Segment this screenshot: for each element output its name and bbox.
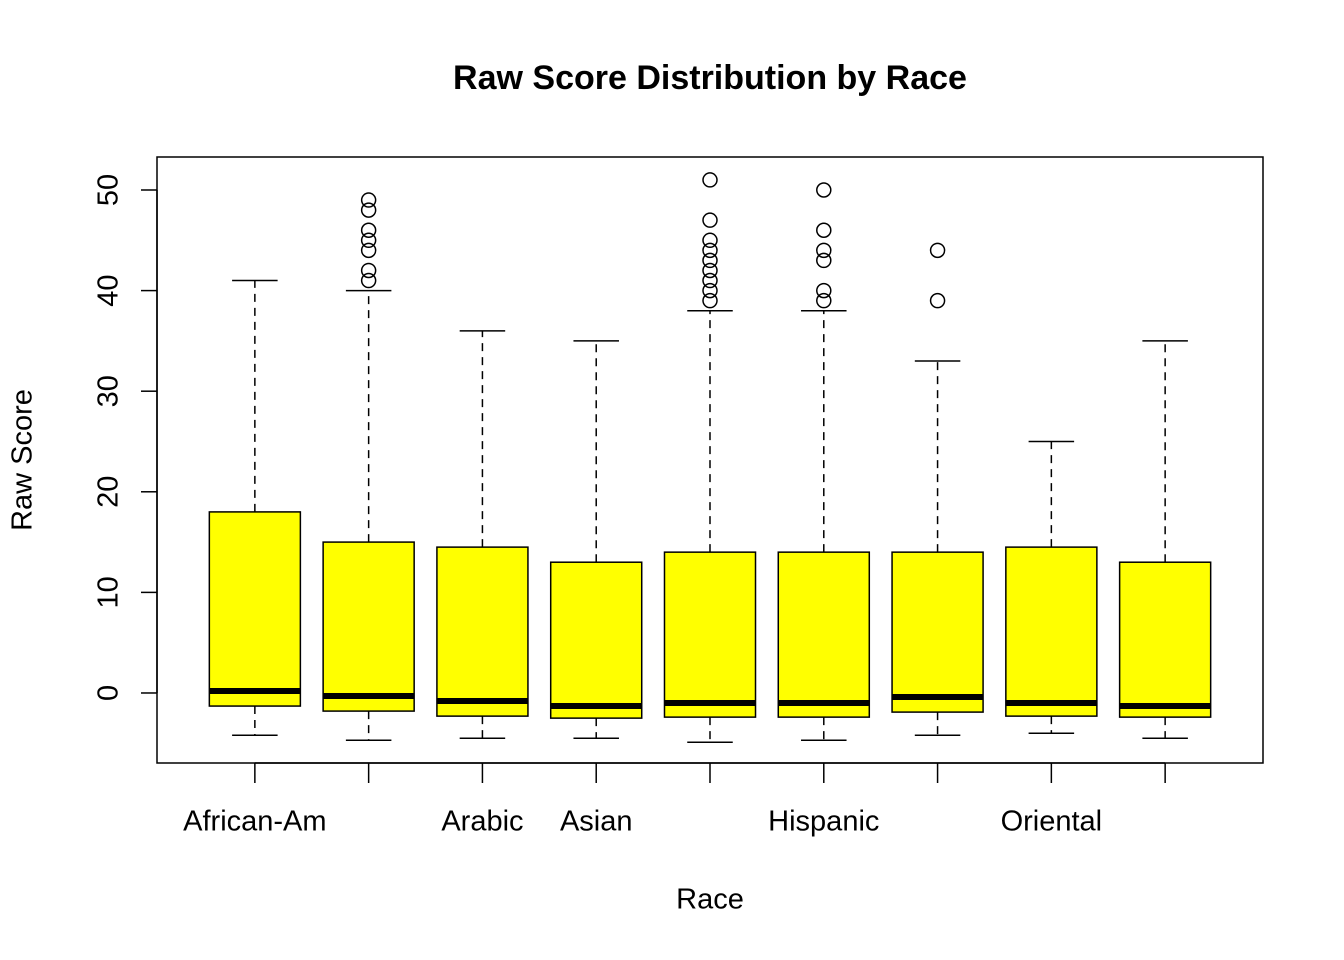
y-tick-label: 50 [93, 174, 125, 206]
box [208, 511, 302, 707]
outlier [816, 182, 832, 198]
outlier [816, 222, 832, 238]
box [549, 561, 643, 719]
outlier [816, 242, 832, 259]
outlier [702, 242, 718, 259]
box [1118, 561, 1212, 718]
outlier [929, 292, 946, 309]
x-axis-label: Race [676, 884, 744, 916]
outlier [360, 222, 377, 238]
x-tick-label: Hispanic [768, 806, 879, 838]
box [322, 541, 415, 712]
box [436, 546, 529, 717]
outlier [360, 202, 377, 218]
outlier [702, 272, 718, 289]
y-tick-label: 20 [93, 476, 125, 508]
outlier [816, 282, 832, 299]
outlier [702, 232, 718, 249]
outlier [702, 262, 718, 279]
y-tick-label: 0 [93, 685, 125, 701]
y-tick-label: 10 [93, 576, 125, 608]
x-tick-label: Asian [560, 806, 633, 838]
outlier [702, 292, 718, 309]
y-tick-label: 40 [93, 274, 125, 306]
y-axis-label: Raw Score [7, 389, 39, 531]
x-tick-label: Arabic [441, 806, 523, 838]
box [777, 551, 871, 718]
outlier [702, 172, 718, 188]
y-tick-label: 30 [93, 375, 125, 407]
outlier [360, 242, 377, 259]
box [663, 551, 757, 718]
outlier [360, 232, 377, 249]
box [1005, 546, 1098, 717]
outlier [816, 292, 832, 309]
outlier [702, 282, 718, 299]
x-tick-label: African-Am [183, 806, 326, 838]
outlier [360, 262, 377, 279]
outlier [929, 242, 946, 259]
chart-title: Raw Score Distribution by Race [453, 59, 967, 97]
outlier [816, 252, 832, 269]
outlier [360, 272, 377, 289]
box [891, 551, 984, 713]
outlier [702, 252, 718, 269]
outlier [360, 192, 377, 208]
outlier [702, 212, 718, 228]
x-tick-label: Oriental [1001, 806, 1103, 838]
